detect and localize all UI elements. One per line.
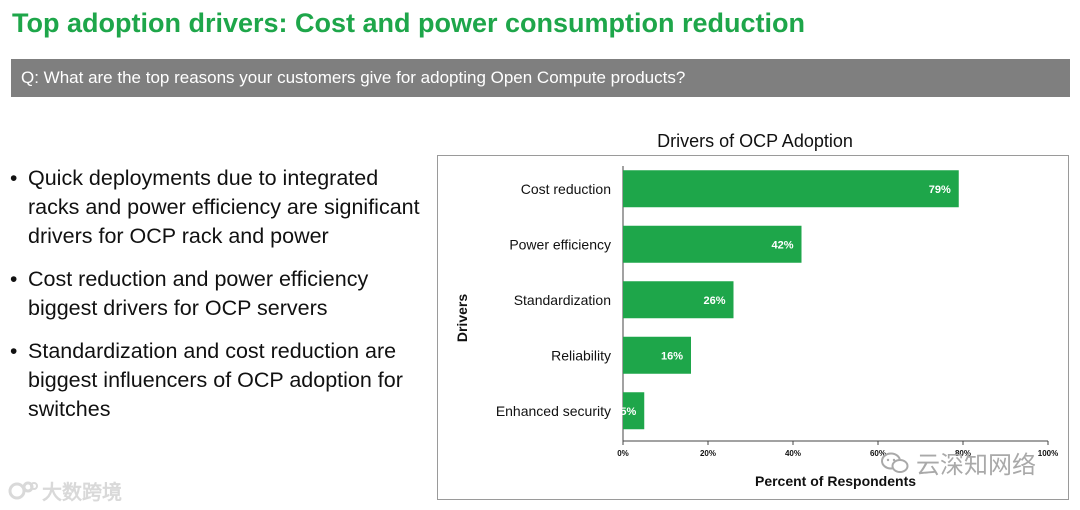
- bullet-text: Cost reduction and power efficiency bigg…: [28, 267, 369, 320]
- data-label: 42%: [771, 239, 793, 251]
- bullet-text: Standardization and cost reduction are b…: [28, 339, 403, 421]
- bullet-list: • Quick deployments due to integrated ra…: [10, 164, 430, 438]
- bar: [623, 225, 802, 263]
- category-label: Cost reduction: [521, 181, 611, 197]
- watermark-logo-icon: [8, 481, 38, 499]
- watermark-right-text: 云深知网络: [916, 452, 1036, 479]
- data-label: 5%: [620, 406, 636, 418]
- data-label: 16%: [661, 350, 683, 362]
- bullet-item: • Cost reduction and power efficiency bi…: [10, 265, 430, 323]
- chart-frame: Cost reduction 79% Power efficiency 42% Stan…: [437, 155, 1069, 500]
- bar: [623, 170, 959, 208]
- watermark-right: 云深知网络: [880, 445, 1036, 480]
- question-banner: Q: What are the top reasons your custome…: [11, 59, 1070, 97]
- bullet-item: • Standardization and cost reduction are…: [10, 337, 430, 424]
- slide-title: Top adoption drivers: Cost and power con…: [12, 8, 806, 38]
- x-tick-label: 0%: [617, 449, 629, 458]
- question-text: Q: What are the top reasons your custome…: [21, 68, 686, 87]
- x-axis-title: Percent of Respondents: [755, 473, 916, 489]
- wechat-icon: [881, 452, 909, 473]
- bullet-dot: •: [10, 167, 18, 190]
- x-tick-label: 20%: [700, 449, 716, 458]
- category-label: Enhanced security: [496, 403, 611, 419]
- watermark-left: 大数跨境: [8, 476, 122, 505]
- data-label: 26%: [703, 295, 725, 307]
- bullet-text: Quick deployments due to integrated rack…: [28, 166, 420, 248]
- x-tick-label: 40%: [785, 449, 801, 458]
- data-label: 79%: [929, 184, 951, 196]
- bullet-dot: •: [10, 268, 18, 291]
- bullet-item: • Quick deployments due to integrated ra…: [10, 164, 430, 251]
- x-tick-label: 60%: [870, 449, 886, 458]
- bar: [623, 281, 734, 319]
- bar-chart: Cost reduction 79% Power efficiency 42% Stan…: [454, 166, 1058, 489]
- chart-title: Drivers of OCP Adoption: [657, 131, 853, 151]
- watermark-left-text: 大数跨境: [42, 482, 122, 504]
- bar: [623, 336, 691, 374]
- bullet-dot: •: [10, 340, 18, 363]
- category-label: Standardization: [514, 292, 611, 308]
- category-label: Reliability: [551, 347, 611, 363]
- x-tick-label: 80%: [955, 449, 971, 458]
- category-label: Power efficiency: [509, 236, 611, 252]
- y-axis-title: Drivers: [454, 294, 470, 342]
- x-tick-label: 100%: [1038, 449, 1058, 458]
- bar: [623, 392, 645, 430]
